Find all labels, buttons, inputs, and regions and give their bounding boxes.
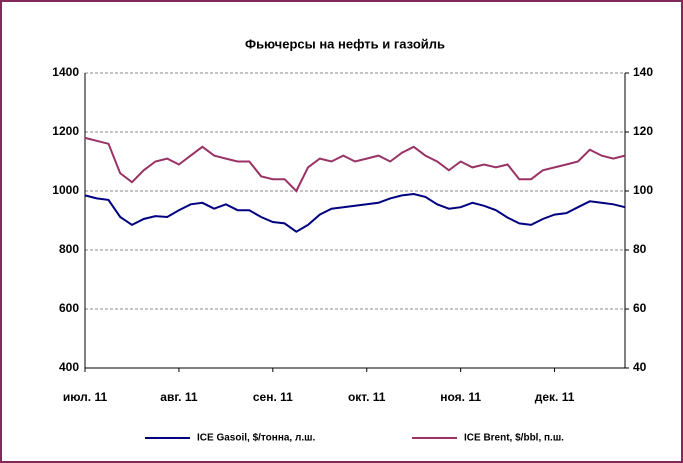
y-tick-label: 800 [59,242,79,256]
y-tick-label: 400 [59,360,79,374]
x-tick-label: авг. 11 [160,390,198,404]
y2-tick-label: 80 [633,242,647,256]
x-tick-label: сен. 11 [253,390,293,404]
legend-label: ICE Brent, $/bbl, п.ш. [464,433,564,444]
y-tick-label: 1400 [52,65,79,79]
series-line [84,136,626,193]
y-tick-label: 1000 [52,183,79,197]
x-tick-label: окт. 11 [348,390,386,404]
x-tick-label: дек. 11 [535,390,575,404]
series-line [84,192,626,233]
y2-tick-label: 60 [633,301,647,315]
x-tick-label: июл. 11 [63,390,108,404]
y2-tick-label: 140 [633,65,653,79]
y2-tick-label: 100 [633,183,653,197]
chart-title: Фьючерсы на нефть и газойль [245,36,445,51]
y2-tick-label: 120 [633,124,653,138]
x-tick-label: ноя. 11 [440,390,481,404]
y2-tick-label: 40 [633,360,647,374]
y-tick-label: 600 [59,301,79,315]
y-tick-label: 1200 [52,124,79,138]
legend-label: ICE Gasoil, $/тонна, л.ш. [197,433,315,444]
